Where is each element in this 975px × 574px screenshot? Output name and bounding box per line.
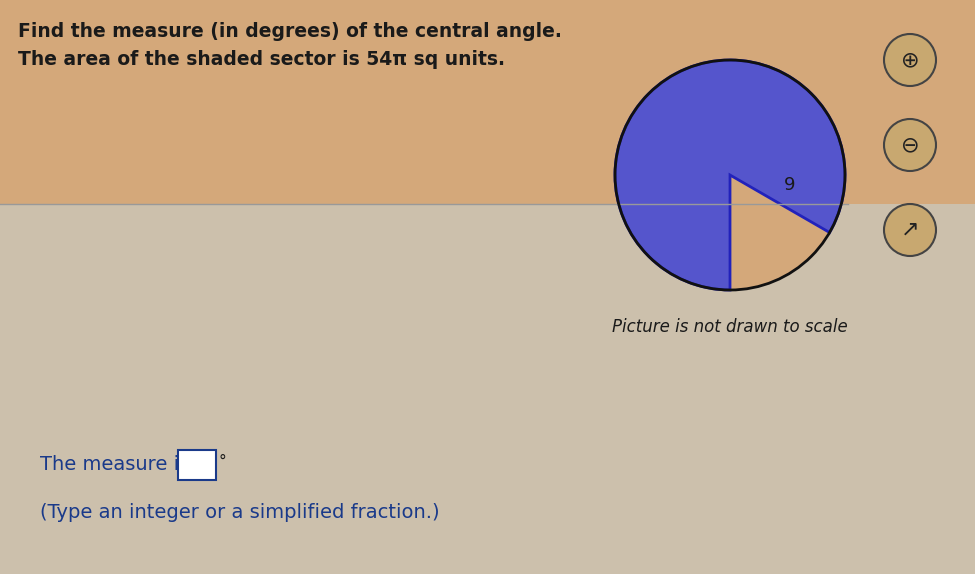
Text: Find the measure (in degrees) of the central angle.: Find the measure (in degrees) of the cen… xyxy=(18,22,562,41)
Circle shape xyxy=(884,34,936,86)
Wedge shape xyxy=(615,60,845,290)
Text: Picture is not drawn to scale: Picture is not drawn to scale xyxy=(612,318,848,336)
Circle shape xyxy=(615,60,845,290)
Text: The measure is: The measure is xyxy=(40,455,196,474)
Text: °: ° xyxy=(219,454,227,469)
Text: The area of the shaded sector is 54π sq units.: The area of the shaded sector is 54π sq … xyxy=(18,50,505,69)
Bar xyxy=(0,204,975,574)
Text: ⊖: ⊖ xyxy=(901,135,919,155)
Circle shape xyxy=(884,119,936,171)
Text: (Type an integer or a simplified fraction.): (Type an integer or a simplified fractio… xyxy=(40,502,440,522)
Text: ↗: ↗ xyxy=(901,220,919,240)
Bar xyxy=(0,0,975,204)
Text: ⊕: ⊕ xyxy=(901,50,919,70)
Bar xyxy=(178,450,216,480)
Text: 9: 9 xyxy=(784,176,796,194)
Circle shape xyxy=(884,204,936,256)
